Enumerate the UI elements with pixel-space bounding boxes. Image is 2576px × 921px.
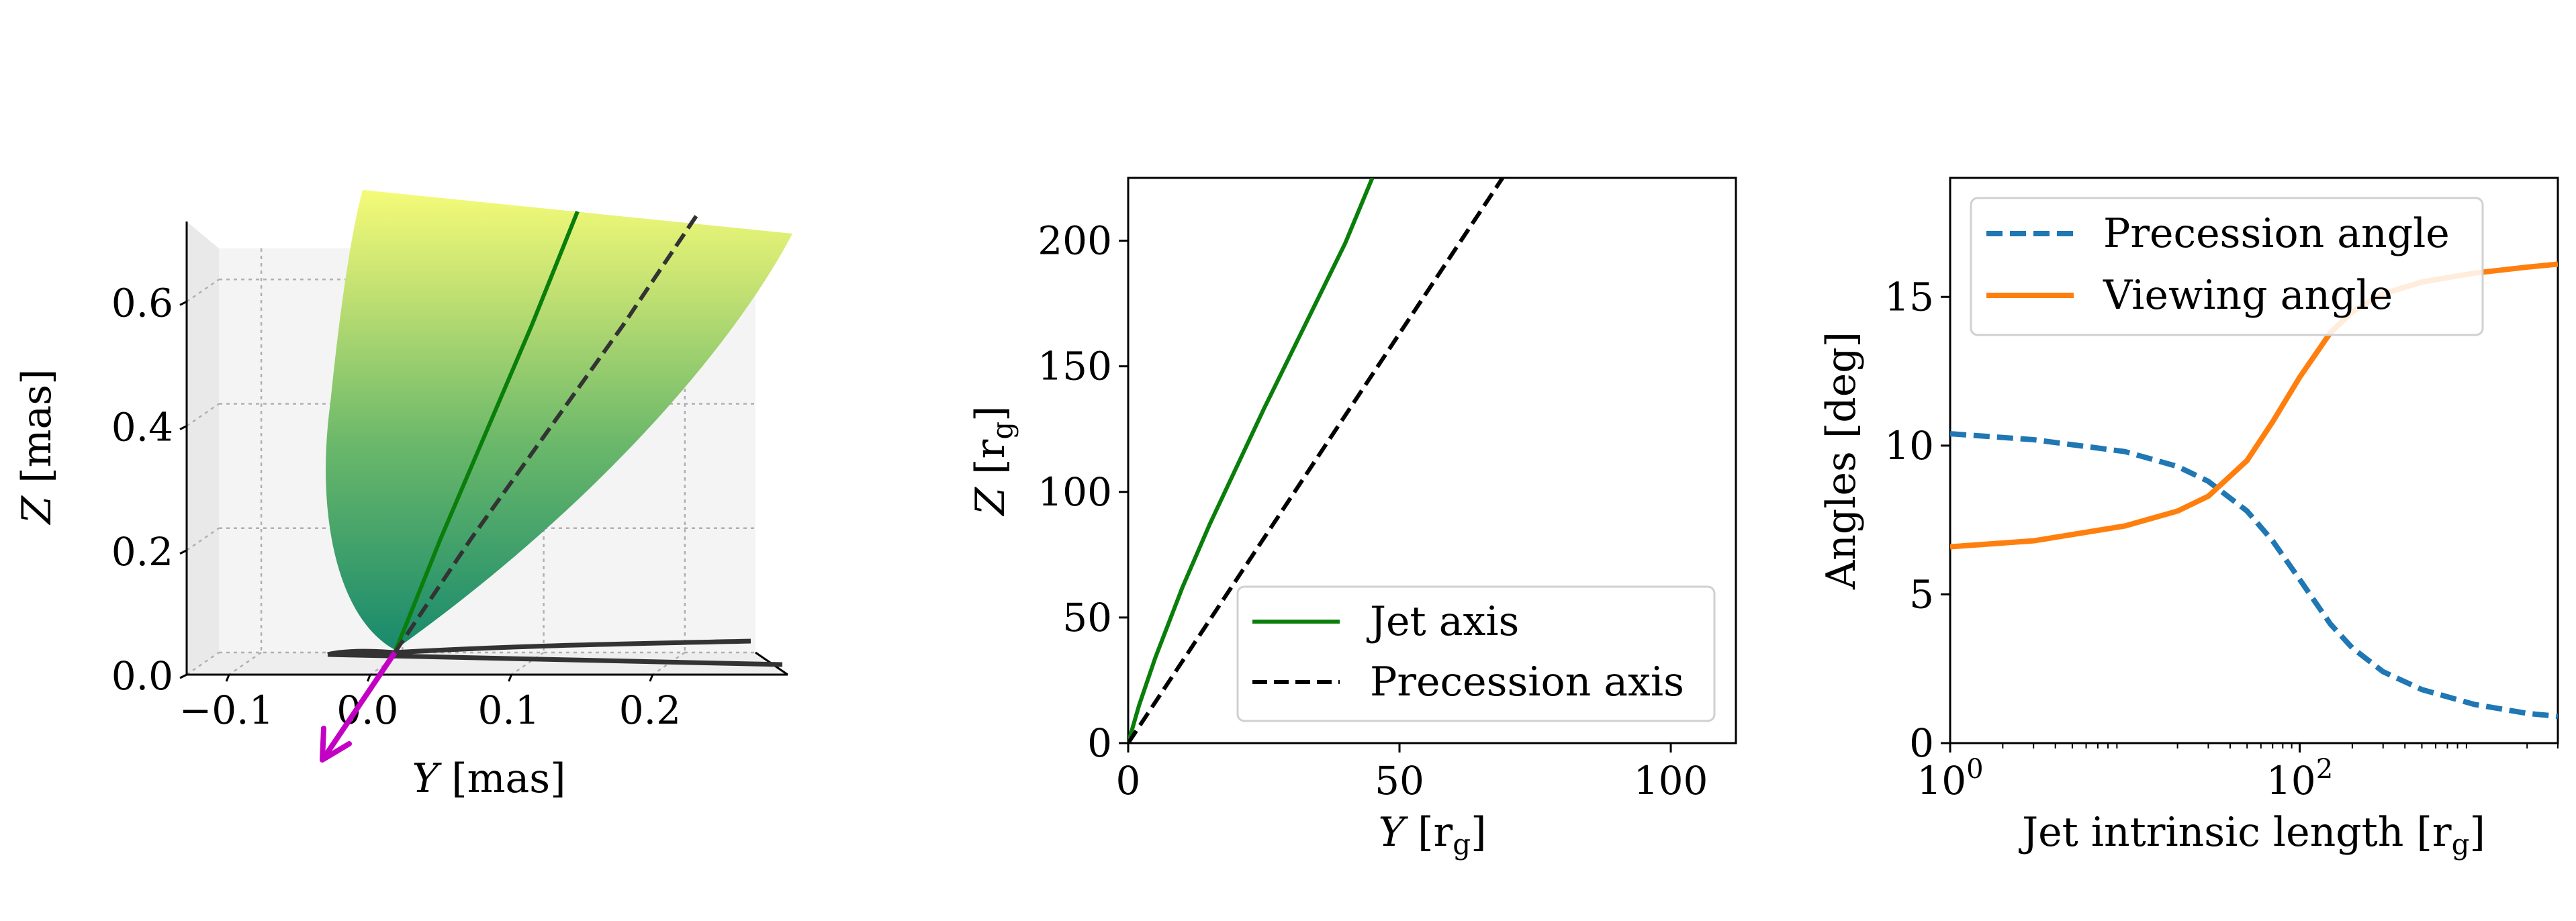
p1-xtick-mark xyxy=(649,674,654,682)
p1-grid-floor xyxy=(228,651,262,676)
p1-ytick-mark xyxy=(179,549,187,555)
p3-ticks: 100 102 0 5 10 15 xyxy=(1884,274,2559,804)
p3-legend-prec-label: Precession angle xyxy=(2103,210,2450,257)
p1-ytick-label: 0.2 xyxy=(111,529,173,575)
p2-legend: Jet axis Precession axis xyxy=(1236,585,1716,722)
p3-precession-angle-line xyxy=(1950,431,2558,720)
p2-ytick-label: 200 xyxy=(1038,218,1112,264)
p1-jet-axis xyxy=(393,210,580,654)
view-arrow-head xyxy=(320,726,352,763)
p3-xlabel: Jet intrinsic length [rg] xyxy=(2018,809,2485,861)
p2-lines xyxy=(1128,178,1505,743)
p2-xtick-label: 100 xyxy=(1634,758,1708,804)
p3-ytick-label: 0 xyxy=(1909,720,1934,766)
p3-ytick-label: 15 xyxy=(1884,274,1934,320)
axes3d-lines xyxy=(393,210,701,654)
p1-xlabel: Y [mas] xyxy=(412,755,566,802)
p1-grid-side xyxy=(186,403,220,427)
p2-precession-axis-line xyxy=(1128,178,1505,743)
p3-ytick-label: 10 xyxy=(1884,423,1934,469)
p1-xtick-mark xyxy=(225,674,230,682)
p1-grid-side xyxy=(186,279,220,303)
p1-grid-side xyxy=(186,651,220,676)
precession-helix xyxy=(327,638,783,667)
p1-xtick-mark xyxy=(366,674,371,682)
p1-grid-floor xyxy=(652,651,686,676)
p3-ytick-label: 5 xyxy=(1909,571,1934,617)
p1-ytick-label: 0.0 xyxy=(111,653,173,699)
p2-ytick-label: 50 xyxy=(1062,595,1112,640)
p3-legend: Precession angle Viewing angle xyxy=(1970,197,2484,336)
p2-ticks: 0 50 100 0 50 100 150 200 xyxy=(1038,218,1708,804)
p2-plot-frame xyxy=(1127,177,1737,744)
p1-precession-axis xyxy=(393,210,701,654)
p2-xlabel: Y [rg] xyxy=(1378,809,1486,861)
left-pane xyxy=(187,222,219,675)
panel-axes: 0 50 100 0 50 100 150 200 Jet axis Precession a… xyxy=(967,177,1737,861)
p2-legend-prec-label: Precession axis xyxy=(1370,659,1684,706)
p1-xtick-label: 0.1 xyxy=(477,687,539,733)
p3-legend-view-label: Viewing angle xyxy=(2103,272,2393,319)
p2-legend-box xyxy=(1236,585,1716,722)
view-arrow-shaft xyxy=(322,650,398,759)
p2-xtick-label: 50 xyxy=(1375,758,1424,804)
p1-grid-side xyxy=(186,527,220,551)
floor-pane xyxy=(187,652,788,675)
panel-angles: 100 102 0 5 10 15 Precession angle Viewing an… xyxy=(1818,177,2559,861)
p1-xtick-label: 0.2 xyxy=(619,687,681,733)
p1-ytick-mark xyxy=(179,673,187,679)
p2-ylabel: Z [rg] xyxy=(967,405,1019,516)
p1-ytick-mark xyxy=(179,425,187,430)
p2-legend-jet-label: Jet axis xyxy=(1366,598,1519,645)
panel-3d-surface: −0.1 0.0 0.1 0.20.00.20.40.6 Y [mas] Z [mas… xyxy=(13,190,792,802)
p1-ytick-mark xyxy=(179,300,187,306)
p1-xtick-mark xyxy=(508,674,512,682)
p1-ytick-label: 0.6 xyxy=(111,280,173,326)
p2-ytick-label: 0 xyxy=(1087,720,1112,766)
p1-ylabel: Z [mas] xyxy=(13,369,60,525)
p2-ytick-label: 150 xyxy=(1038,344,1112,389)
p1-grid-floor xyxy=(369,651,404,676)
p2-ytick-label: 100 xyxy=(1038,469,1112,515)
p1-ytick-label: 0.4 xyxy=(111,405,173,450)
p3-xtick-label: 102 xyxy=(2266,754,2333,804)
p3-plot-frame xyxy=(1949,177,2559,744)
p3-legend-box xyxy=(1970,197,2484,336)
p1-xtick-label: −0.1 xyxy=(179,687,274,733)
p3-xtick-label: 100 xyxy=(1917,754,1983,804)
p1-grid-floor xyxy=(510,651,545,676)
p2-xtick-label: 0 xyxy=(1116,758,1141,804)
p3-ylabel: Angles [deg] xyxy=(1818,332,1865,590)
p2-jet-axis-line xyxy=(1128,178,1375,743)
